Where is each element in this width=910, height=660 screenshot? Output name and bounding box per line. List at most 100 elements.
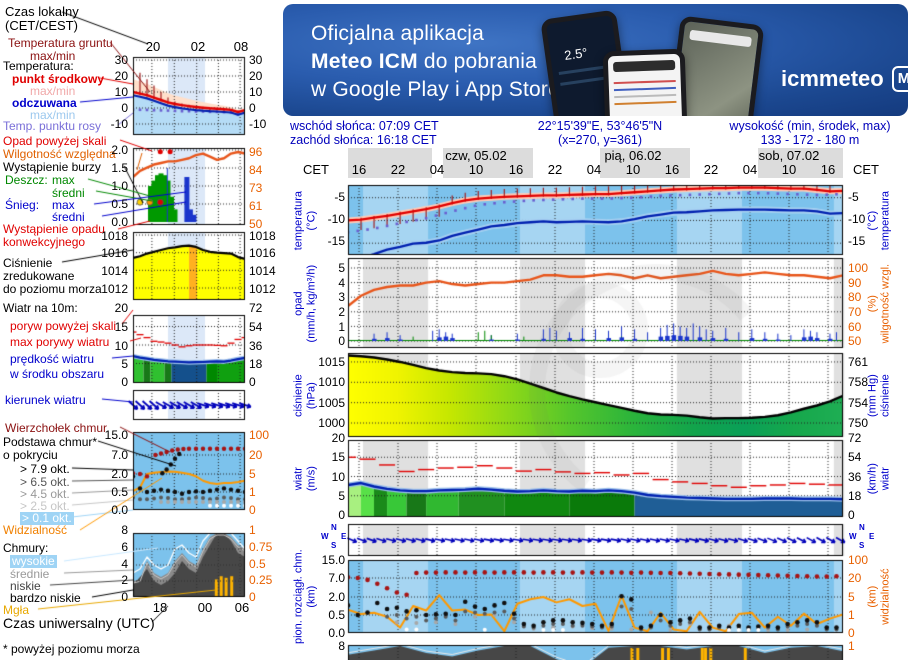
mini-temp-tick: -10 bbox=[110, 117, 128, 131]
main-tick-right: 5 bbox=[848, 590, 855, 604]
legend-label-mgla: Mgła bbox=[3, 603, 30, 617]
day-band bbox=[443, 148, 533, 178]
legend-label-deszcz-max: max bbox=[52, 173, 75, 187]
hour-tick-label: 16 bbox=[664, 162, 680, 177]
hour-tick-label: 10 bbox=[468, 162, 484, 177]
mini-visibility-tick: 100 bbox=[249, 428, 270, 442]
hour-tick-label: 04 bbox=[429, 162, 445, 177]
mini-fog-tick: 0.5 bbox=[249, 557, 266, 571]
main-tick-right: -5 bbox=[848, 190, 859, 204]
legend-label-footnote: * powyżej poziomu morza bbox=[3, 642, 140, 656]
legend-label-deszcz-sredni: średni bbox=[52, 186, 85, 200]
mini-time-label: 02 bbox=[190, 39, 206, 54]
axis-title-left-4: pion. rozciągł. chm. (km) bbox=[292, 549, 317, 645]
main-tick-left: 10 bbox=[331, 470, 345, 484]
legend-label-czas-utc: Czas uniwersalny (UTC) bbox=[3, 615, 155, 631]
mini-fog-tick: 0.75 bbox=[249, 540, 273, 554]
hour-tick-label: 10 bbox=[781, 162, 797, 177]
legend-label-snieg-max: max bbox=[52, 198, 75, 212]
hour-tick-label: 04 bbox=[586, 162, 602, 177]
main-tick-left: -10 bbox=[327, 212, 345, 226]
legend-label-niskie: niskie bbox=[10, 579, 41, 593]
main-tick-right: 90 bbox=[848, 276, 862, 290]
mini-cover-tick: 2 bbox=[121, 573, 128, 587]
main-tick-left: -15 bbox=[327, 234, 345, 248]
mini-precip-tick: 1.0 bbox=[111, 179, 128, 193]
legend-label-poryw-skala: poryw powyżej skali bbox=[10, 319, 117, 333]
altitude-values: 133 - 172 - 180 m bbox=[760, 133, 860, 147]
mini-visibility-tick: 1 bbox=[249, 485, 256, 499]
main-tick-left: 1015 bbox=[318, 355, 345, 369]
mini-cover-tick: 0 bbox=[121, 590, 128, 604]
legend-label-opad-konw-2: konwekcyjnego bbox=[3, 235, 86, 249]
legend-label-predkosc-2: w środku obszaru bbox=[10, 367, 105, 381]
main-tick-left: 5 bbox=[338, 261, 345, 275]
legend-label-cisnienie-1: Ciśnienie bbox=[3, 256, 53, 270]
main-tick-left: 2 bbox=[338, 305, 345, 319]
main-tick-right: 0 bbox=[848, 626, 855, 640]
mini-pressure-tick: 1014 bbox=[101, 264, 128, 278]
app-banner[interactable]: Oficjalna aplikacja Meteo ICM do pobrani… bbox=[283, 4, 908, 116]
legend-label-cet-cest: (CET/CEST) bbox=[5, 18, 78, 33]
main-tick-right: 1 bbox=[848, 608, 855, 622]
main-tick-right: 750 bbox=[848, 416, 869, 430]
mini-cover-tick: 4 bbox=[121, 557, 128, 571]
legend-label-okt-45: > 4.5 okt. bbox=[20, 487, 70, 501]
legend-label-temp-gruntu-maxmin: max/min bbox=[30, 49, 76, 63]
legend-label-punkt-rosy: Temp. punktu rosy bbox=[3, 119, 102, 133]
legend-label-czas-lokalny: Czas lokalny bbox=[5, 4, 79, 19]
main-tick-right: 54 bbox=[848, 450, 862, 464]
hour-tick-label: 22 bbox=[547, 162, 563, 177]
mini-time-label: 20 bbox=[145, 39, 161, 54]
mini-pressure-tick: 1016 bbox=[101, 246, 128, 260]
legend-label-predkosc-1: prędkość wiatru bbox=[10, 352, 95, 366]
sunset-info: zachód słońca: 16:18 CET bbox=[290, 133, 437, 147]
main-tick-right: 1 bbox=[848, 639, 855, 653]
legend-label-okt-65: > 6.5 okt. bbox=[20, 475, 70, 489]
legend-label-snieg: Śnieg: bbox=[5, 198, 40, 212]
mini-temp-tick: 10 bbox=[114, 85, 128, 99]
main-tick-left: 0 bbox=[338, 508, 345, 522]
mini-visibility-tick: 0 bbox=[249, 503, 256, 517]
day-label: czw, 05.02 bbox=[445, 148, 507, 163]
axis-title-right-3: (km/h) wiatr bbox=[866, 463, 891, 495]
main-tick-right: 60 bbox=[848, 320, 862, 334]
legend-label-deszcz: Deszcz: bbox=[5, 173, 48, 187]
axis-title-right-4: (km) widzialność bbox=[866, 568, 891, 625]
compass-left-e: E bbox=[341, 532, 347, 541]
mini-wind-tick: 72 bbox=[249, 301, 263, 315]
mini-temp-tick: -10 bbox=[249, 117, 267, 131]
legend-label-bardzo-niskie: bardzo niskie bbox=[10, 591, 81, 605]
main-tick-left: 0.0 bbox=[328, 626, 345, 640]
phone-mockup-3 bbox=[602, 48, 690, 116]
hour-tick-label: 16 bbox=[508, 162, 524, 177]
mini-precip-tick: 0.5 bbox=[111, 197, 128, 211]
main-tick-right: 50 bbox=[848, 334, 862, 348]
mini-temp-tick: 20 bbox=[249, 69, 263, 83]
mini-precip-tick: 0.0 bbox=[111, 215, 128, 229]
banner-line2: Meteo ICM do pobrania bbox=[311, 50, 537, 73]
compass-left-s: S bbox=[331, 541, 337, 550]
legend-label-cisnienie-2: zredukowane bbox=[3, 269, 75, 283]
mini-pressure-tick: 1012 bbox=[249, 282, 276, 296]
mini-wind-tick: 36 bbox=[249, 339, 263, 353]
main-tick-right: 72 bbox=[848, 431, 862, 445]
main-tick-right: 100 bbox=[848, 553, 869, 567]
legend-label-kierunek: kierunek wiatru bbox=[5, 393, 86, 407]
main-tick-right: -15 bbox=[848, 234, 866, 248]
day-band bbox=[348, 148, 432, 178]
legend-label-max-porywy: max porywy wiatru bbox=[10, 335, 110, 349]
axis-title-left-3: wiatr (m/s) bbox=[292, 466, 317, 492]
legend-label-wierzcholek: Wierzchołek chmur bbox=[5, 421, 108, 435]
mini-pressure-tick: 1016 bbox=[249, 246, 276, 260]
main-tick-right: 100 bbox=[848, 261, 869, 275]
main-tick-left: 0 bbox=[338, 334, 345, 348]
day-band bbox=[758, 148, 843, 178]
mini-wind-tick: 5 bbox=[121, 357, 128, 371]
hour-tick-label: 16 bbox=[820, 162, 836, 177]
legend-label-okt-01: > 0.1 okt. bbox=[20, 511, 74, 525]
mini-cloud-tick: 2.0 bbox=[111, 467, 128, 481]
mini-temp-tick: 30 bbox=[114, 53, 128, 67]
mini-humidity-tick: 50 bbox=[249, 217, 263, 231]
mini-wind-tick: 15 bbox=[114, 320, 128, 334]
